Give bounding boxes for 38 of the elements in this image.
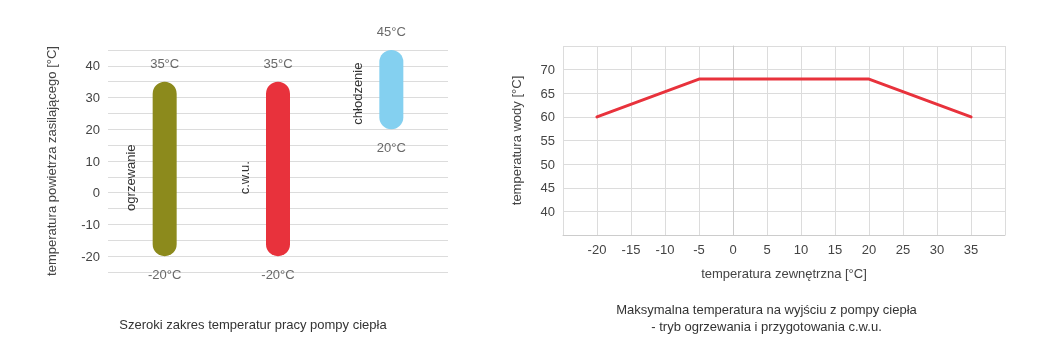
x-tick-label: 20 — [861, 242, 877, 257]
x-tick-label: -5 — [693, 242, 705, 257]
y-tick-label: 70 — [540, 62, 555, 78]
y-tick-label: 45 — [540, 180, 555, 196]
annotation: 20°C — [376, 140, 406, 156]
x-tick-label: -15 — [621, 242, 641, 257]
annotation: 35°C — [263, 55, 293, 71]
annotation: -20°C — [147, 267, 182, 283]
y-tick-label: 40 — [85, 58, 100, 74]
annotation: -20°C — [261, 267, 295, 283]
text: Szeroki zakres temperatur pracy pompy ciepła — [119, 317, 388, 332]
y-tick-label: 0 — [92, 185, 100, 201]
x-tick-label: 0 — [729, 242, 737, 257]
x-tick-label: 30 — [929, 242, 945, 257]
x-tick-label: 35 — [963, 242, 979, 257]
x-tick-label: 15 — [827, 242, 843, 257]
y-tick-label: 20 — [85, 121, 100, 137]
y-axis-title: temperatura wody [°C] — [509, 75, 524, 206]
x-tick-label: -20 — [587, 242, 607, 257]
y-tick-label: 30 — [85, 90, 100, 106]
y-tick-label: 50 — [540, 156, 555, 172]
x-tick-label: ogrzewanie — [123, 144, 139, 211]
annotation: 35°C — [150, 55, 180, 71]
y-tick-label: -10 — [81, 216, 100, 232]
y-tick-label: 55 — [540, 133, 555, 148]
x-axis-title: temperatura zewnętrzna [°C] — [701, 266, 867, 281]
y-tick-label: 60 — [540, 109, 555, 125]
x-tick-label: c.w.u. — [236, 161, 252, 195]
annotation: 45°C — [376, 24, 406, 39]
x-tick-label: -10 — [655, 242, 675, 257]
text: Maksymalna temperatura na wyjściu z pompy ciepła - tryb ogrzewania i przygotowania c.w.u. — [616, 302, 918, 334]
x-tick-label: 25 — [895, 242, 911, 257]
x-tick-label: 10 — [793, 242, 809, 257]
y-tick-label: 65 — [540, 85, 555, 101]
y-axis-title: temperatura powietrza zasilającego [°C] — [44, 46, 59, 276]
y-tick-label: 40 — [540, 203, 555, 219]
x-tick-label: chłodzenie — [349, 62, 365, 125]
x-tick-label: 5 — [763, 242, 771, 257]
